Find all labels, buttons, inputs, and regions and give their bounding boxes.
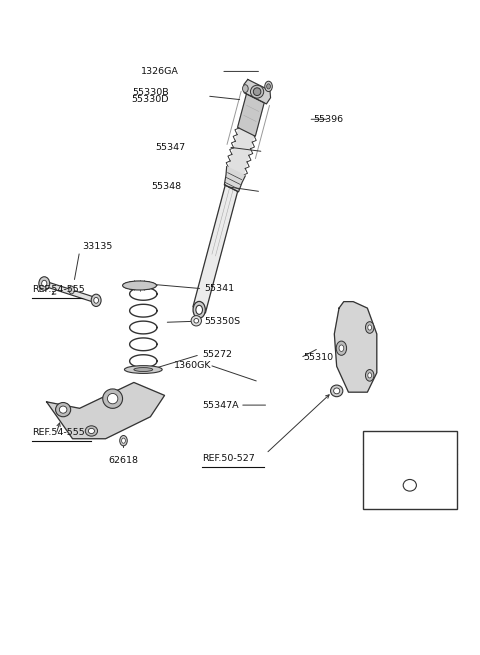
Bar [362, 431, 457, 508]
Circle shape [265, 81, 272, 92]
Polygon shape [193, 185, 238, 313]
Ellipse shape [108, 394, 118, 403]
Text: REF.50-527: REF.50-527 [202, 454, 255, 462]
Ellipse shape [253, 88, 261, 96]
Text: 55396: 55396 [313, 115, 343, 124]
Circle shape [69, 286, 74, 294]
Text: 62618: 62618 [108, 455, 139, 464]
Circle shape [339, 345, 344, 352]
Circle shape [368, 373, 372, 378]
Circle shape [121, 438, 125, 443]
Text: 55330B: 55330B [132, 88, 169, 97]
Polygon shape [244, 79, 271, 104]
Ellipse shape [331, 385, 343, 397]
Ellipse shape [194, 318, 199, 323]
Text: 55341: 55341 [204, 284, 235, 293]
Text: 55350S: 55350S [204, 316, 241, 326]
Ellipse shape [103, 389, 122, 408]
Text: 55347A: 55347A [202, 401, 239, 409]
Ellipse shape [403, 479, 417, 491]
Circle shape [267, 84, 270, 89]
Polygon shape [228, 128, 254, 175]
Polygon shape [47, 383, 165, 439]
Ellipse shape [60, 406, 67, 413]
Text: 1360GK: 1360GK [174, 360, 212, 369]
Text: 55330D: 55330D [132, 96, 169, 104]
Ellipse shape [56, 403, 71, 417]
Circle shape [336, 341, 347, 355]
Circle shape [242, 84, 248, 92]
Polygon shape [224, 166, 245, 192]
Circle shape [193, 301, 205, 318]
Text: 55348: 55348 [151, 182, 181, 191]
Ellipse shape [85, 426, 97, 436]
Polygon shape [335, 302, 377, 392]
Circle shape [120, 436, 127, 446]
Text: 1731JF: 1731JF [393, 441, 426, 451]
Ellipse shape [124, 365, 162, 373]
Ellipse shape [334, 388, 340, 394]
Text: 55272: 55272 [202, 350, 232, 359]
Ellipse shape [94, 297, 98, 303]
Circle shape [368, 325, 372, 330]
Ellipse shape [42, 280, 47, 287]
Text: 55347: 55347 [156, 143, 186, 151]
Ellipse shape [122, 281, 156, 290]
Ellipse shape [39, 276, 50, 290]
Text: 55310: 55310 [304, 354, 334, 362]
Polygon shape [238, 94, 264, 136]
Circle shape [365, 369, 374, 381]
Ellipse shape [191, 316, 202, 326]
Text: REF.54-555: REF.54-555 [33, 428, 85, 437]
Ellipse shape [91, 294, 101, 307]
Circle shape [365, 322, 374, 333]
Text: 33135: 33135 [82, 242, 112, 251]
Text: REF.54-555: REF.54-555 [33, 286, 85, 295]
Ellipse shape [251, 85, 264, 98]
Ellipse shape [134, 367, 153, 371]
Circle shape [196, 305, 203, 314]
Text: 1326GA: 1326GA [141, 67, 179, 76]
Ellipse shape [88, 428, 95, 434]
